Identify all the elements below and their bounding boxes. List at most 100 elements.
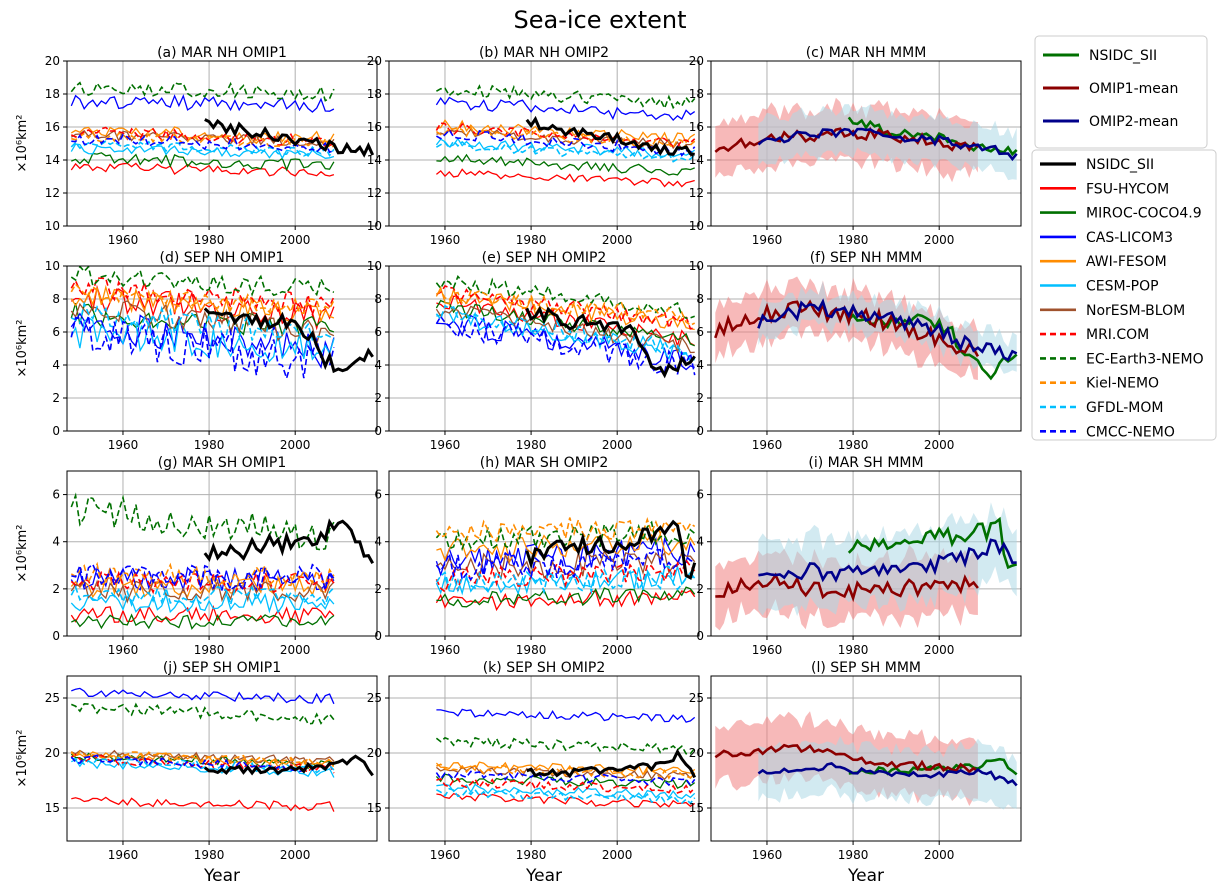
series-line-OMIP2-mean <box>758 538 1017 583</box>
x-tick-label: 1980 <box>838 438 869 452</box>
series-line-NorESM-BLOM <box>70 300 335 347</box>
series-line-GFDL-MOM <box>435 565 696 595</box>
y-tick-label: 15 <box>367 801 382 815</box>
series-line-FSU-HYCOM <box>70 162 335 177</box>
series-line-CMCC-NEMO <box>71 562 335 592</box>
series-line-EC-Earth3-NEMO <box>70 702 335 725</box>
y-tick-label: 4 <box>696 535 704 549</box>
y-axis-label: ×10⁶km² <box>15 729 30 787</box>
y-tick-label: 0 <box>374 629 382 643</box>
series-line-CMCC-NEMO <box>435 128 696 157</box>
panel-title: (d) SEP NH OMIP1 <box>160 250 285 266</box>
x-tick-label: 1980 <box>838 848 869 862</box>
x-tick-label: 1980 <box>194 848 225 862</box>
series-line-AWI-FESOM <box>436 532 696 564</box>
axes-frame <box>66 675 378 842</box>
x-tick-label: 1980 <box>194 438 225 452</box>
axes-frame <box>710 265 1022 432</box>
series-line-OMIP1-mean <box>715 572 979 603</box>
spread-band-OMIP2-mean <box>758 104 1017 181</box>
series-line-Kiel-NEMO <box>70 282 335 315</box>
legend-models <box>1031 149 1217 441</box>
series-line-OMIP2-mean <box>757 298 1018 362</box>
y-tick-label: 10 <box>45 259 60 273</box>
plot-area <box>70 266 374 381</box>
series-line-MIROC-COCO4.9 <box>436 586 696 608</box>
legend-label: NSIDC_SII <box>1089 48 1157 64</box>
plot-area <box>435 708 697 808</box>
y-tick-label: 20 <box>367 746 382 760</box>
series-line-Kiel-NEMO <box>70 561 335 587</box>
y-tick-label: 18 <box>367 87 382 101</box>
panel-title: (b) MAR NH OMIP2 <box>479 45 609 61</box>
y-tick-label: 10 <box>367 259 382 273</box>
y-tick-label: 12 <box>45 186 60 200</box>
grid <box>389 265 699 432</box>
series-line-CAS-LICOM3 <box>70 94 335 113</box>
series-line-CMCC-NEMO <box>435 548 695 582</box>
panel-title: (k) SEP SH OMIP2 <box>483 660 606 676</box>
axes-frame <box>388 675 700 842</box>
y-tick-label: 4 <box>52 535 60 549</box>
x-tick-label: 2000 <box>602 643 633 657</box>
legend-label: Kiel-NEMO <box>1086 376 1159 392</box>
x-tick-label: 1980 <box>516 848 547 862</box>
series-line-GFDL-MOM <box>435 304 696 363</box>
y-tick-label: 25 <box>45 691 60 705</box>
y-tick-label: 6 <box>696 325 704 339</box>
y-tick-label: 6 <box>696 488 704 502</box>
x-tick-label: 2000 <box>924 643 955 657</box>
series-line-NorESM-BLOM <box>70 579 335 604</box>
series-line-Kiel-NEMO <box>70 750 335 769</box>
axes-frame <box>710 470 1022 637</box>
y-tick-label: 14 <box>689 153 704 167</box>
x-tick-label: 1980 <box>194 233 225 247</box>
panel-title: (f) SEP NH MMM <box>810 250 923 266</box>
series-line-EC-Earth3-NEMO <box>436 84 696 111</box>
x-tick-label: 1960 <box>108 233 139 247</box>
series-line-EC-Earth3-NEMO <box>70 266 335 297</box>
y-tick-label: 18 <box>689 87 704 101</box>
legend-label: AWI-FESOM <box>1086 254 1167 270</box>
x-tick-label: 2000 <box>280 848 311 862</box>
y-axis-label: ×10⁶km² <box>15 524 30 582</box>
x-tick-label: 1960 <box>108 643 139 657</box>
series-line-MRI.COM <box>436 285 695 331</box>
y-tick-label: 10 <box>367 219 382 233</box>
x-tick-label: 1980 <box>516 233 547 247</box>
y-tick-label: 25 <box>367 691 382 705</box>
y-tick-label: 6 <box>374 325 382 339</box>
y-axis-label: ×10⁶km² <box>15 114 30 172</box>
plot-area <box>70 687 374 812</box>
panel-title: (a) MAR NH OMIP1 <box>157 45 287 61</box>
series-line-NorESM-BLOM <box>435 305 695 354</box>
y-tick-label: 20 <box>689 54 704 68</box>
legend-label: OMIP2-mean <box>1089 114 1178 130</box>
y-tick-label: 0 <box>52 629 60 643</box>
y-tick-label: 4 <box>696 358 704 372</box>
y-tick-label: 0 <box>52 424 60 438</box>
legend-label: OMIP1-mean <box>1089 81 1178 97</box>
plot-area <box>714 276 1018 381</box>
figure-title: Sea-ice extent <box>514 6 687 34</box>
y-tick-label: 6 <box>374 488 382 502</box>
x-tick-label: 2000 <box>924 438 955 452</box>
series-line-CMCC-NEMO <box>71 133 335 154</box>
y-tick-label: 2 <box>696 391 704 405</box>
panel-5: 1960 1980 2000 0 2 4 6 8 10 (f) SEP NH MMM <box>689 250 1022 452</box>
series-line-CAS-LICOM3 <box>436 708 696 723</box>
y-tick-label: 4 <box>374 535 382 549</box>
panel-title: (i) MAR SH MMM <box>808 455 923 471</box>
panel-title: (g) MAR SH OMIP1 <box>158 455 287 471</box>
y-tick-label: 4 <box>374 358 382 372</box>
y-tick-label: 0 <box>696 424 704 438</box>
series-line-CAS-LICOM3 <box>435 536 696 577</box>
series-line-NorESM-BLOM <box>71 749 335 766</box>
series-line-MRI.COM <box>435 122 696 148</box>
series-line-OMIP2-mean <box>757 127 1018 162</box>
panel-11: 1960 1980 2000 15 20 25 (l) SEP SH MMM Year <box>689 660 1022 886</box>
axes-frame <box>66 60 378 227</box>
axes-frame <box>710 675 1022 842</box>
y-tick-label: 8 <box>696 292 704 306</box>
panel-1: 1960 1980 2000 10 12 14 16 18 20 (b) MAR NH OMIP2 <box>367 45 700 247</box>
